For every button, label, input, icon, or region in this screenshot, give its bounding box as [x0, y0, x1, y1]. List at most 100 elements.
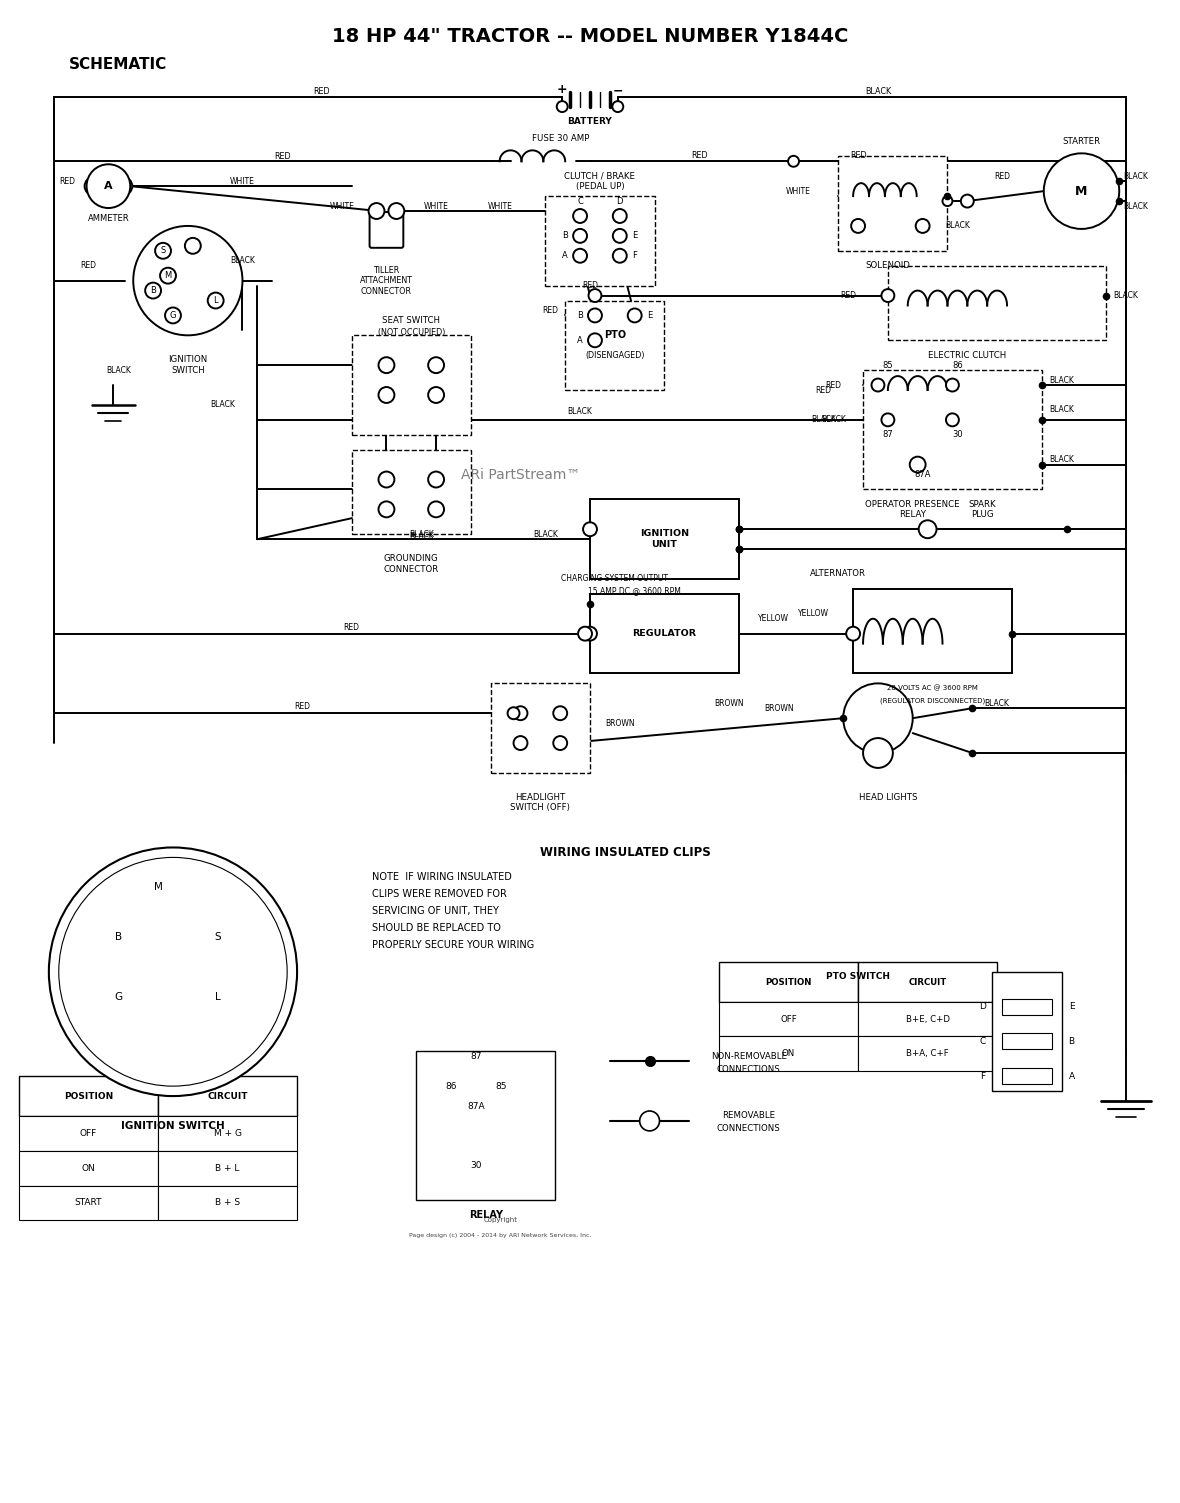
Text: 30: 30 — [952, 430, 963, 439]
Text: B: B — [150, 286, 156, 295]
Bar — [858, 962, 997, 1001]
Text: G: G — [114, 992, 123, 1001]
Text: BLACK: BLACK — [106, 365, 131, 374]
Circle shape — [851, 219, 865, 233]
Text: B: B — [577, 311, 583, 320]
Text: OPERATOR PRESENCE
RELAY: OPERATOR PRESENCE RELAY — [865, 499, 961, 519]
Text: BLACK: BLACK — [984, 699, 1010, 708]
Text: PROPERLY SECURE YOUR WIRING: PROPERLY SECURE YOUR WIRING — [372, 939, 533, 950]
Bar — [158, 1076, 297, 1115]
Text: CLIPS WERE REMOVED FOR: CLIPS WERE REMOVED FOR — [372, 890, 506, 899]
Bar — [19, 1115, 158, 1151]
Text: CIRCUIT: CIRCUIT — [909, 978, 946, 986]
Bar — [565, 301, 664, 389]
Text: IGNITION
UNIT: IGNITION UNIT — [640, 529, 689, 549]
Bar — [863, 370, 1042, 490]
Circle shape — [612, 249, 627, 263]
Circle shape — [589, 289, 602, 302]
Text: SCHEMATIC: SCHEMATIC — [68, 57, 166, 72]
Text: RELAY: RELAY — [468, 1210, 503, 1220]
Bar — [19, 1076, 158, 1115]
Text: S: S — [160, 246, 165, 256]
Circle shape — [208, 293, 223, 308]
Text: WHITE: WHITE — [329, 201, 354, 210]
Text: 85: 85 — [883, 361, 893, 370]
Bar — [838, 156, 948, 251]
Text: STARTER: STARTER — [1062, 137, 1101, 146]
Text: S: S — [215, 932, 221, 942]
Text: IGNITION SWITCH: IGNITION SWITCH — [122, 1121, 225, 1130]
Circle shape — [578, 627, 592, 640]
Text: G: G — [170, 311, 176, 320]
Circle shape — [573, 249, 586, 263]
Text: OFF: OFF — [80, 1129, 97, 1138]
Bar — [719, 962, 858, 1001]
Text: BLACK: BLACK — [1114, 292, 1139, 301]
Bar — [417, 1051, 556, 1201]
Text: BLACK: BLACK — [1049, 455, 1074, 464]
Text: E: E — [647, 311, 653, 320]
Bar — [199, 929, 236, 945]
Circle shape — [846, 627, 860, 640]
Bar — [719, 1037, 858, 1072]
Text: BLACK: BLACK — [568, 407, 592, 416]
Text: RED: RED — [314, 87, 330, 96]
Circle shape — [863, 738, 893, 768]
Circle shape — [612, 228, 627, 243]
Text: BLACK: BLACK — [408, 532, 433, 541]
Text: RED: RED — [274, 152, 290, 161]
Text: PTO: PTO — [604, 331, 625, 340]
Circle shape — [844, 684, 912, 753]
Circle shape — [185, 237, 201, 254]
Circle shape — [59, 857, 287, 1087]
Circle shape — [1044, 153, 1120, 228]
Circle shape — [513, 736, 527, 750]
Circle shape — [573, 228, 586, 243]
Text: TILLER
ATTACHMENT
CONNECTOR: TILLER ATTACHMENT CONNECTOR — [360, 266, 413, 296]
Text: A: A — [1069, 1072, 1075, 1081]
Circle shape — [114, 177, 132, 195]
Circle shape — [881, 289, 894, 302]
Text: OFF: OFF — [780, 1015, 796, 1024]
Text: ON: ON — [81, 1163, 96, 1172]
Text: CIRCUIT: CIRCUIT — [208, 1093, 248, 1102]
Text: RED: RED — [294, 702, 310, 711]
Text: RED: RED — [59, 177, 74, 186]
Bar — [887, 266, 1107, 340]
Text: B + S: B + S — [215, 1198, 241, 1207]
Text: 30: 30 — [470, 1162, 481, 1171]
Text: RED: RED — [80, 262, 97, 271]
Circle shape — [583, 627, 597, 640]
Text: Page design (c) 2004 - 2014 by ARI Network Services, Inc.: Page design (c) 2004 - 2014 by ARI Netwo… — [409, 1232, 592, 1238]
Text: D: D — [616, 197, 623, 206]
Text: SERVICING OF UNIT, THEY: SERVICING OF UNIT, THEY — [372, 906, 498, 917]
Text: BATTERY: BATTERY — [568, 117, 612, 126]
Text: BLACK: BLACK — [533, 529, 558, 538]
Text: 87: 87 — [883, 430, 893, 439]
Bar — [858, 1001, 997, 1037]
Bar — [491, 684, 590, 773]
Text: RED: RED — [343, 624, 360, 633]
Text: WIRING INSULATED CLIPS: WIRING INSULATED CLIPS — [540, 846, 712, 858]
Bar — [858, 1037, 997, 1072]
Text: 15 AMP DC @ 3600 RPM: 15 AMP DC @ 3600 RPM — [589, 586, 681, 595]
Circle shape — [553, 706, 568, 720]
Circle shape — [145, 283, 160, 299]
Text: C: C — [577, 197, 583, 206]
Circle shape — [872, 379, 884, 391]
Circle shape — [428, 388, 444, 403]
Bar — [100, 989, 136, 1004]
Bar — [545, 195, 655, 286]
Circle shape — [513, 706, 527, 720]
Text: F: F — [632, 251, 637, 260]
Text: A: A — [563, 251, 568, 260]
Text: ALTERNATOR: ALTERNATOR — [811, 570, 866, 579]
Text: REMOVABLE: REMOVABLE — [722, 1111, 775, 1120]
Circle shape — [588, 334, 602, 347]
Bar — [590, 499, 739, 579]
Text: (PEDAL UP): (PEDAL UP) — [576, 182, 624, 191]
Text: BLACK: BLACK — [408, 529, 433, 538]
Circle shape — [881, 413, 894, 427]
Circle shape — [379, 388, 394, 403]
Text: START: START — [74, 1198, 103, 1207]
